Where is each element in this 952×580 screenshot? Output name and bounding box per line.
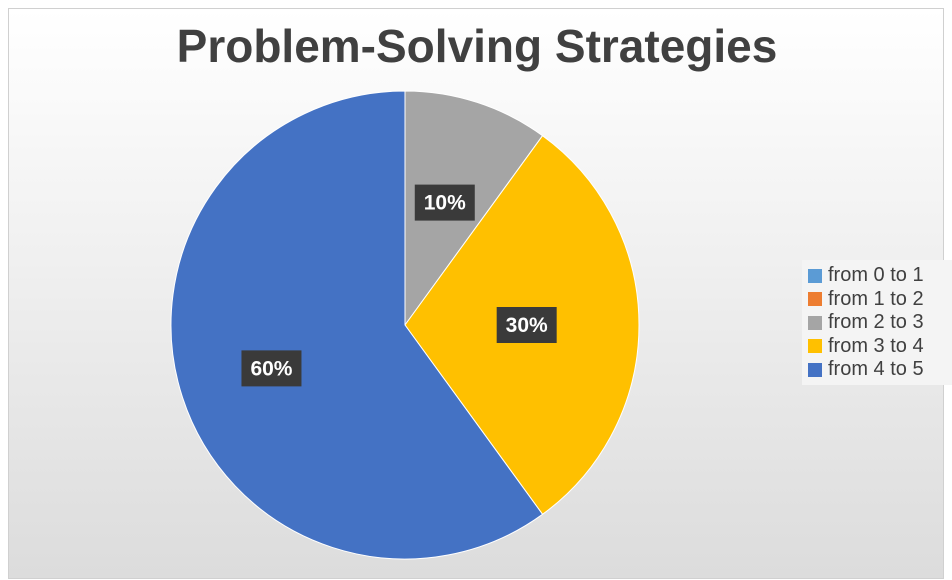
chart-title: Problem-Solving Strategies (176, 20, 778, 72)
legend-label: from 1 to 2 (828, 287, 924, 310)
data-label-text: 30% (506, 314, 548, 337)
data-label-3: 10% (414, 184, 475, 221)
legend-item-5: from 4 to 5 (808, 358, 952, 382)
pie-slices (170, 90, 640, 560)
legend-swatch (808, 292, 822, 307)
legend-label: from 4 to 5 (828, 358, 924, 381)
chart-legend: from 0 to 1 from 1 to 2 from 2 to 3 from 3 … (802, 260, 952, 385)
legend-item-2: from 1 to 2 (808, 288, 952, 312)
data-label-background (241, 350, 302, 387)
pie-slice-5 (170, 90, 544, 560)
data-label-background (496, 307, 557, 343)
legend-label: from 3 to 4 (828, 334, 924, 357)
pie-data-labels: 10% 30% 60% (241, 184, 557, 387)
data-label-text: 10% (424, 192, 466, 215)
legend-swatch (808, 268, 822, 283)
legend-item-3: from 2 to 3 (808, 311, 952, 335)
legend-label: from 0 to 1 (828, 264, 924, 287)
legend-item-4: from 3 to 4 (808, 335, 952, 359)
legend-item-1: from 0 to 1 (808, 264, 952, 288)
pie-chart: 10% 30% 60% (170, 90, 640, 560)
legend-swatch (808, 339, 822, 354)
data-label-background (414, 184, 475, 221)
data-label-4: 30% (496, 307, 557, 343)
data-label-5: 60% (241, 350, 302, 387)
data-label-text: 60% (250, 357, 292, 380)
legend-swatch (808, 362, 822, 377)
legend-label: from 2 to 3 (828, 311, 924, 334)
legend-swatch (808, 315, 822, 330)
chart-area: Problem-Solving Strategies 10% 30% 60% fro… (8, 8, 952, 579)
